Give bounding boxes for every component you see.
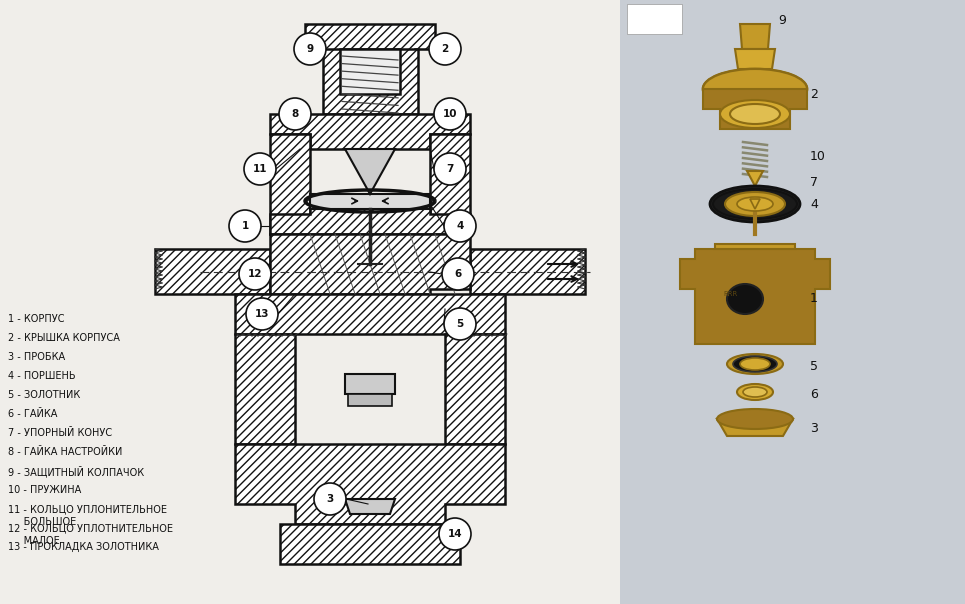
Ellipse shape: [727, 354, 783, 374]
Text: 1 - КОРПУС: 1 - КОРПУС: [8, 314, 65, 324]
Text: 6: 6: [810, 388, 818, 400]
Ellipse shape: [725, 192, 785, 216]
Polygon shape: [270, 134, 310, 234]
Text: 5: 5: [456, 319, 463, 329]
Circle shape: [279, 98, 311, 130]
Text: 3 - ПРОБКА: 3 - ПРОБКА: [8, 352, 65, 362]
Ellipse shape: [710, 186, 800, 222]
Ellipse shape: [703, 69, 807, 109]
Polygon shape: [470, 249, 585, 294]
Circle shape: [314, 483, 346, 515]
Text: 14: 14: [448, 529, 462, 539]
Ellipse shape: [720, 100, 790, 128]
Polygon shape: [155, 249, 270, 294]
Polygon shape: [750, 199, 760, 209]
Text: 9: 9: [307, 44, 314, 54]
Text: БОЛЬШОЕ: БОЛЬШОЕ: [8, 517, 76, 527]
Polygon shape: [270, 114, 470, 149]
Circle shape: [444, 210, 476, 242]
Ellipse shape: [733, 356, 777, 372]
Ellipse shape: [740, 358, 770, 370]
Polygon shape: [235, 444, 505, 524]
Circle shape: [229, 210, 261, 242]
Circle shape: [434, 98, 466, 130]
Circle shape: [444, 308, 476, 340]
Polygon shape: [270, 234, 470, 294]
Text: 2: 2: [810, 88, 818, 100]
Text: 8 - ГАЙКА НАСТРОЙКИ: 8 - ГАЙКА НАСТРОЙКИ: [8, 447, 123, 457]
Circle shape: [244, 153, 276, 185]
Bar: [0, 0, 620, 604]
Text: 2: 2: [441, 44, 449, 54]
Polygon shape: [740, 24, 770, 49]
Polygon shape: [345, 374, 395, 394]
Bar: [620, 0, 965, 604]
Ellipse shape: [713, 189, 797, 219]
Text: RRR: RRR: [723, 291, 737, 297]
Ellipse shape: [737, 197, 773, 211]
Text: 4: 4: [456, 221, 464, 231]
Polygon shape: [340, 49, 400, 94]
Circle shape: [294, 33, 326, 65]
Text: 7 - УПОРНЫЙ КОНУС: 7 - УПОРНЫЙ КОНУС: [8, 428, 112, 438]
Circle shape: [442, 258, 474, 290]
Text: МАЛОЕ: МАЛОЕ: [8, 536, 60, 546]
Ellipse shape: [703, 69, 807, 109]
Text: 13: 13: [255, 309, 269, 319]
Text: 9: 9: [778, 14, 786, 28]
Polygon shape: [680, 249, 830, 344]
Circle shape: [429, 33, 461, 65]
Bar: [627, 4, 682, 34]
Ellipse shape: [717, 409, 793, 429]
Text: 11: 11: [253, 164, 267, 174]
Text: 10: 10: [443, 109, 457, 119]
Polygon shape: [715, 244, 795, 249]
Text: 11 - КОЛЬЦО УПЛОНИТЕЛЬНОЕ: 11 - КОЛЬЦО УПЛОНИТЕЛЬНОЕ: [8, 504, 167, 514]
Text: 7: 7: [446, 164, 454, 174]
Polygon shape: [310, 194, 430, 209]
Polygon shape: [703, 89, 807, 129]
Ellipse shape: [737, 384, 773, 400]
Text: 2 - КРЫШКА КОРПУСА: 2 - КРЫШКА КОРПУСА: [8, 333, 120, 343]
Ellipse shape: [743, 387, 767, 397]
Polygon shape: [348, 394, 392, 406]
Text: 5 - ЗОЛОТНИК: 5 - ЗОЛОТНИК: [8, 390, 80, 400]
Polygon shape: [270, 199, 470, 234]
Polygon shape: [445, 334, 505, 444]
Text: 4: 4: [810, 198, 818, 211]
Text: 9 - ЗАЩИТНЫЙ КОЛПАЧОК: 9 - ЗАЩИТНЫЙ КОЛПАЧОК: [8, 466, 144, 478]
Text: 13 - ПРОКЛАДКА ЗОЛОТНИКА: 13 - ПРОКЛАДКА ЗОЛОТНИКА: [8, 542, 159, 552]
Text: 1: 1: [810, 292, 818, 306]
Text: 1: 1: [241, 221, 249, 231]
Polygon shape: [717, 419, 793, 436]
Text: 4 - ПОРШЕНЬ: 4 - ПОРШЕНЬ: [8, 371, 75, 381]
Circle shape: [439, 518, 471, 550]
Text: 7: 7: [810, 176, 818, 188]
Text: 6: 6: [455, 269, 461, 279]
Text: 10: 10: [810, 150, 826, 162]
Polygon shape: [235, 334, 295, 444]
Ellipse shape: [730, 104, 780, 124]
Circle shape: [434, 153, 466, 185]
Polygon shape: [747, 171, 763, 186]
Circle shape: [239, 258, 271, 290]
Polygon shape: [235, 294, 505, 334]
Polygon shape: [323, 49, 418, 114]
Ellipse shape: [727, 284, 763, 314]
Text: 6 - ГАЙКА: 6 - ГАЙКА: [8, 409, 57, 419]
Polygon shape: [345, 499, 395, 514]
Text: 3: 3: [810, 423, 818, 435]
Text: 12: 12: [248, 269, 262, 279]
Circle shape: [246, 298, 278, 330]
Text: 5: 5: [810, 359, 818, 373]
Polygon shape: [345, 149, 395, 194]
Text: 12 - КОЛЬЦО УПЛОТНИТЕЛЬНОЕ: 12 - КОЛЬЦО УПЛОТНИТЕЛЬНОЕ: [8, 523, 173, 533]
Text: 8: 8: [291, 109, 298, 119]
Polygon shape: [430, 134, 470, 234]
Text: 3: 3: [326, 494, 334, 504]
Polygon shape: [280, 524, 460, 564]
Text: 10 - ПРУЖИНА: 10 - ПРУЖИНА: [8, 485, 81, 495]
Polygon shape: [735, 49, 775, 69]
Polygon shape: [305, 24, 435, 74]
